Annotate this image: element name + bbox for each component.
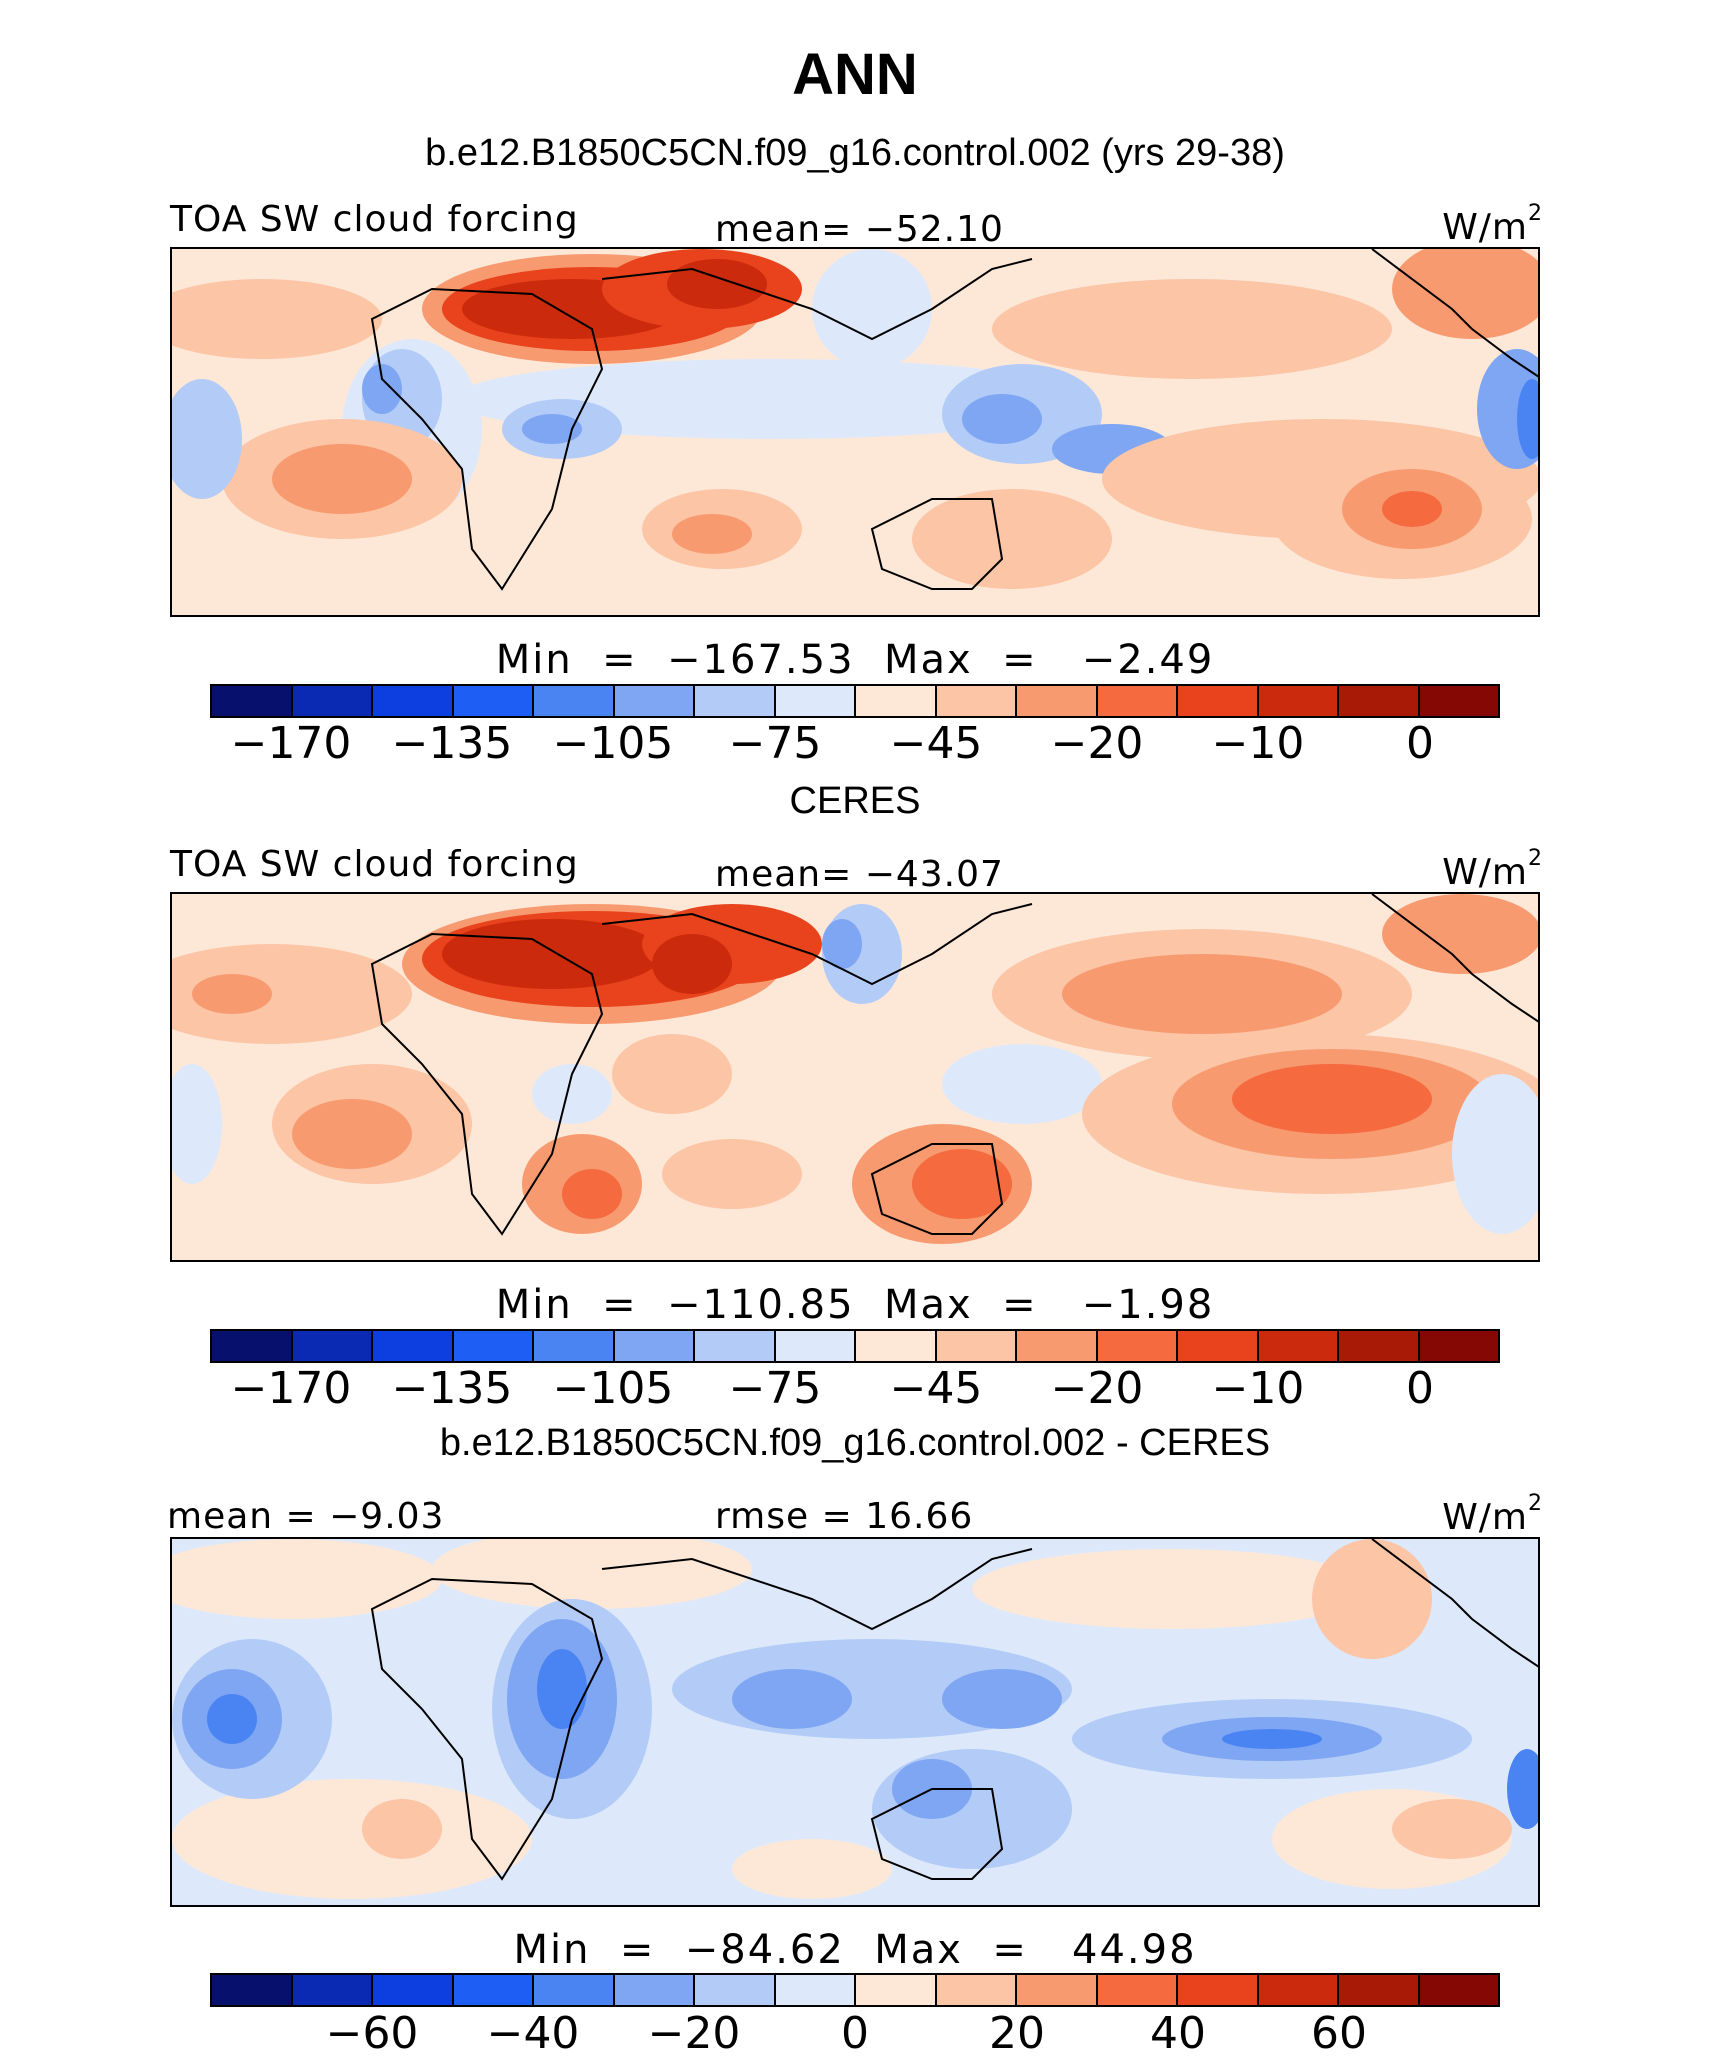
colorbar-1-box [373, 686, 454, 716]
colorbar-2-box [695, 1331, 776, 1361]
colorbar-1-box [1419, 686, 1498, 716]
colorbar-1-box [534, 686, 615, 716]
colorbar-3-box [1419, 1975, 1498, 2005]
panel-3-map [170, 1537, 1540, 1907]
panel-3-minmax: Min = −84.62 Max = 44.98 [513, 1927, 1197, 1973]
panel-2-colorbar [210, 1329, 1500, 1363]
colorbar-1-box [614, 686, 695, 716]
panel-3-rmse-label: rmse = 16.66 [715, 1496, 974, 1537]
colorbar-3-box [534, 1975, 615, 2005]
colorbar-1-tick-label: −10 [1211, 718, 1305, 769]
colorbar-1-box [212, 686, 293, 716]
panel-2-subtitle: CERES [789, 780, 921, 822]
colorbar-3-tick-label: 60 [1311, 2008, 1367, 2059]
colorbar-2-box [775, 1331, 856, 1361]
colorbar-3-tick-label: −20 [647, 2008, 741, 2059]
colorbar-2-tick-label: −105 [552, 1363, 674, 1414]
colorbar-1-box [1339, 686, 1420, 716]
colorbar-1-tick-label: −105 [552, 718, 674, 769]
colorbar-3-box [775, 1975, 856, 2005]
colorbar-3-tick-label: 20 [989, 2008, 1045, 2059]
colorbar-1-tick-label: −75 [728, 718, 822, 769]
panel-2-mean-label: mean= −43.07 [715, 854, 1004, 895]
colorbar-2-tick-label: −135 [391, 1363, 513, 1414]
colorbar-2-box [453, 1331, 534, 1361]
colorbar-3-box [453, 1975, 534, 2005]
colorbar-2-box [1419, 1331, 1498, 1361]
panel-1-minmax: Min = −167.53 Max = −2.49 [495, 637, 1215, 683]
colorbar-2-box [936, 1331, 1017, 1361]
colorbar-3-box [212, 1975, 293, 2005]
colorbar-3-tick-label: 40 [1150, 2008, 1206, 2059]
panel-1-subtitle: b.e12.B1850C5CN.f09_g16.control.002 (yrs… [425, 132, 1285, 174]
colorbar-1-tick-label: −20 [1050, 718, 1144, 769]
panel-3-units: W/m2 [1442, 1491, 1543, 1538]
panel-2-map [170, 892, 1540, 1262]
colorbar-2-box [373, 1331, 454, 1361]
figure-title: ANN [792, 42, 918, 107]
colorbar-3-box [1017, 1975, 1098, 2005]
colorbar-2-tick-label: −75 [728, 1363, 822, 1414]
colorbar-1-box [453, 686, 534, 716]
colorbar-1-box [292, 686, 373, 716]
colorbar-2-box [1097, 1331, 1178, 1361]
colorbar-1-box [936, 686, 1017, 716]
colorbar-2-tick-label: 0 [1406, 1363, 1434, 1414]
colorbar-3-box [292, 1975, 373, 2005]
panel-1-mean-label: mean= −52.10 [715, 209, 1004, 250]
panel-2-units: W/m2 [1442, 846, 1543, 893]
panel-1-variable-label: TOA SW cloud forcing [170, 199, 579, 240]
colorbar-3-box [1178, 1975, 1259, 2005]
colorbar-2-box [614, 1331, 695, 1361]
colorbar-1-box [1258, 686, 1339, 716]
panel-3-colorbar [210, 1973, 1500, 2007]
colorbar-3-box [614, 1975, 695, 2005]
colorbar-3-tick-label: −40 [486, 2008, 580, 2059]
colorbar-3-box [1258, 1975, 1339, 2005]
colorbar-1-tick-label: 0 [1406, 718, 1434, 769]
colorbar-1-tick-label: −45 [889, 718, 983, 769]
panel-1-colorbar [210, 684, 1500, 718]
colorbar-1-box [775, 686, 856, 716]
colorbar-3-box [1339, 1975, 1420, 2005]
colorbar-3-tick-label: 0 [841, 2008, 869, 2059]
colorbar-1-tick-label: −135 [391, 718, 513, 769]
colorbar-2-box [856, 1331, 937, 1361]
colorbar-2-tick-label: −20 [1050, 1363, 1144, 1414]
colorbar-3-box [936, 1975, 1017, 2005]
colorbar-2-box [212, 1331, 293, 1361]
panel-1-map [170, 247, 1540, 617]
colorbar-2-box [1339, 1331, 1420, 1361]
colorbar-2-tick-label: −45 [889, 1363, 983, 1414]
colorbar-2-box [1017, 1331, 1098, 1361]
panel-2-variable-label: TOA SW cloud forcing [170, 844, 579, 885]
panel-3-subtitle: b.e12.B1850C5CN.f09_g16.control.002 - CE… [439, 1422, 1271, 1464]
colorbar-1-box [695, 686, 776, 716]
colorbar-2-tick-label: −10 [1211, 1363, 1305, 1414]
colorbar-1-box [856, 686, 937, 716]
colorbar-2-box [1178, 1331, 1259, 1361]
colorbar-2-box [1258, 1331, 1339, 1361]
colorbar-3-box [695, 1975, 776, 2005]
colorbar-1-box [1017, 686, 1098, 716]
panel-1-units: W/m2 [1442, 201, 1543, 248]
colorbar-2-tick-label: −170 [230, 1363, 352, 1414]
colorbar-3-box [373, 1975, 454, 2005]
colorbar-1-box [1097, 686, 1178, 716]
colorbar-2-box [292, 1331, 373, 1361]
colorbar-3-tick-label: −60 [325, 2008, 419, 2059]
panel-3-mean-label: mean = −9.03 [167, 1496, 445, 1537]
colorbar-3-box [1097, 1975, 1178, 2005]
colorbar-1-box [1178, 686, 1259, 716]
colorbar-3-box [856, 1975, 937, 2005]
colorbar-1-tick-label: −170 [230, 718, 352, 769]
panel-2-minmax: Min = −110.85 Max = −1.98 [495, 1282, 1215, 1328]
colorbar-2-box [534, 1331, 615, 1361]
